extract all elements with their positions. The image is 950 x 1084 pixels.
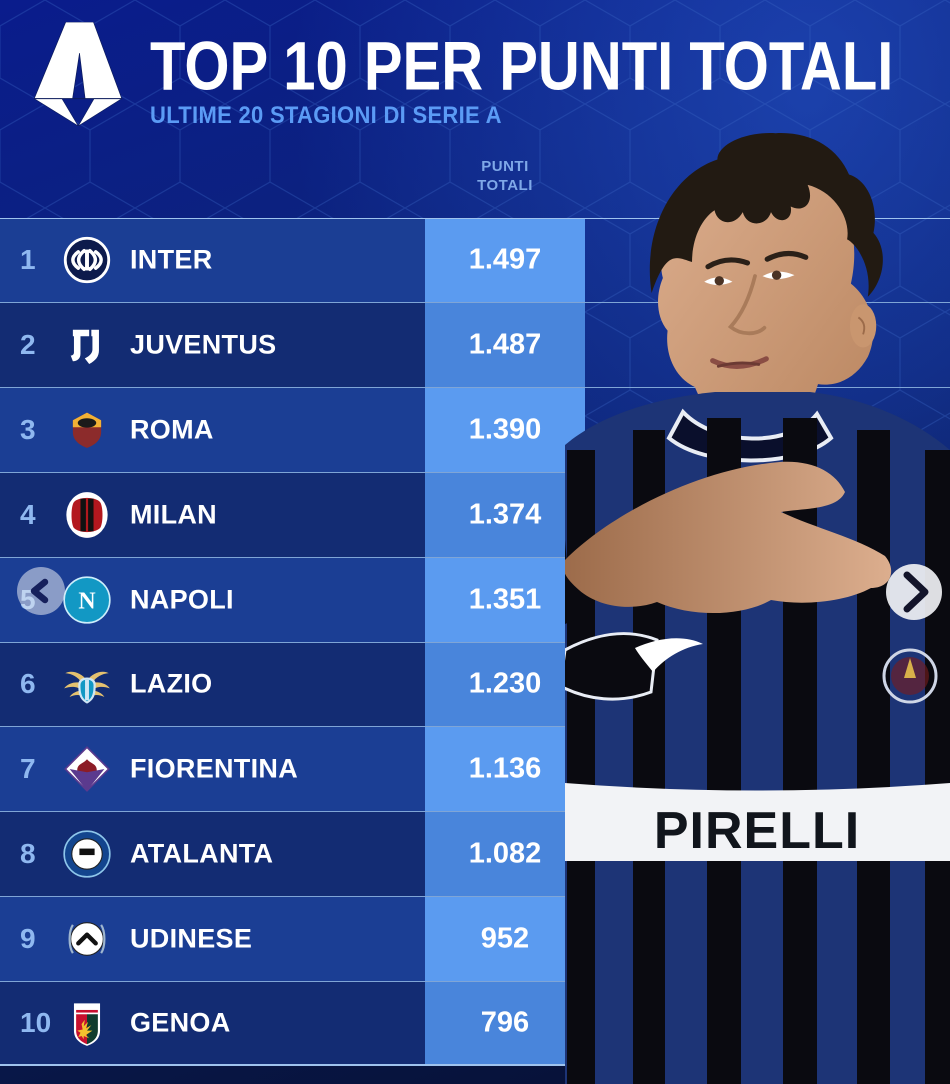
- svg-text:PIRELLI: PIRELLI: [654, 802, 860, 860]
- svg-text:N: N: [78, 588, 95, 614]
